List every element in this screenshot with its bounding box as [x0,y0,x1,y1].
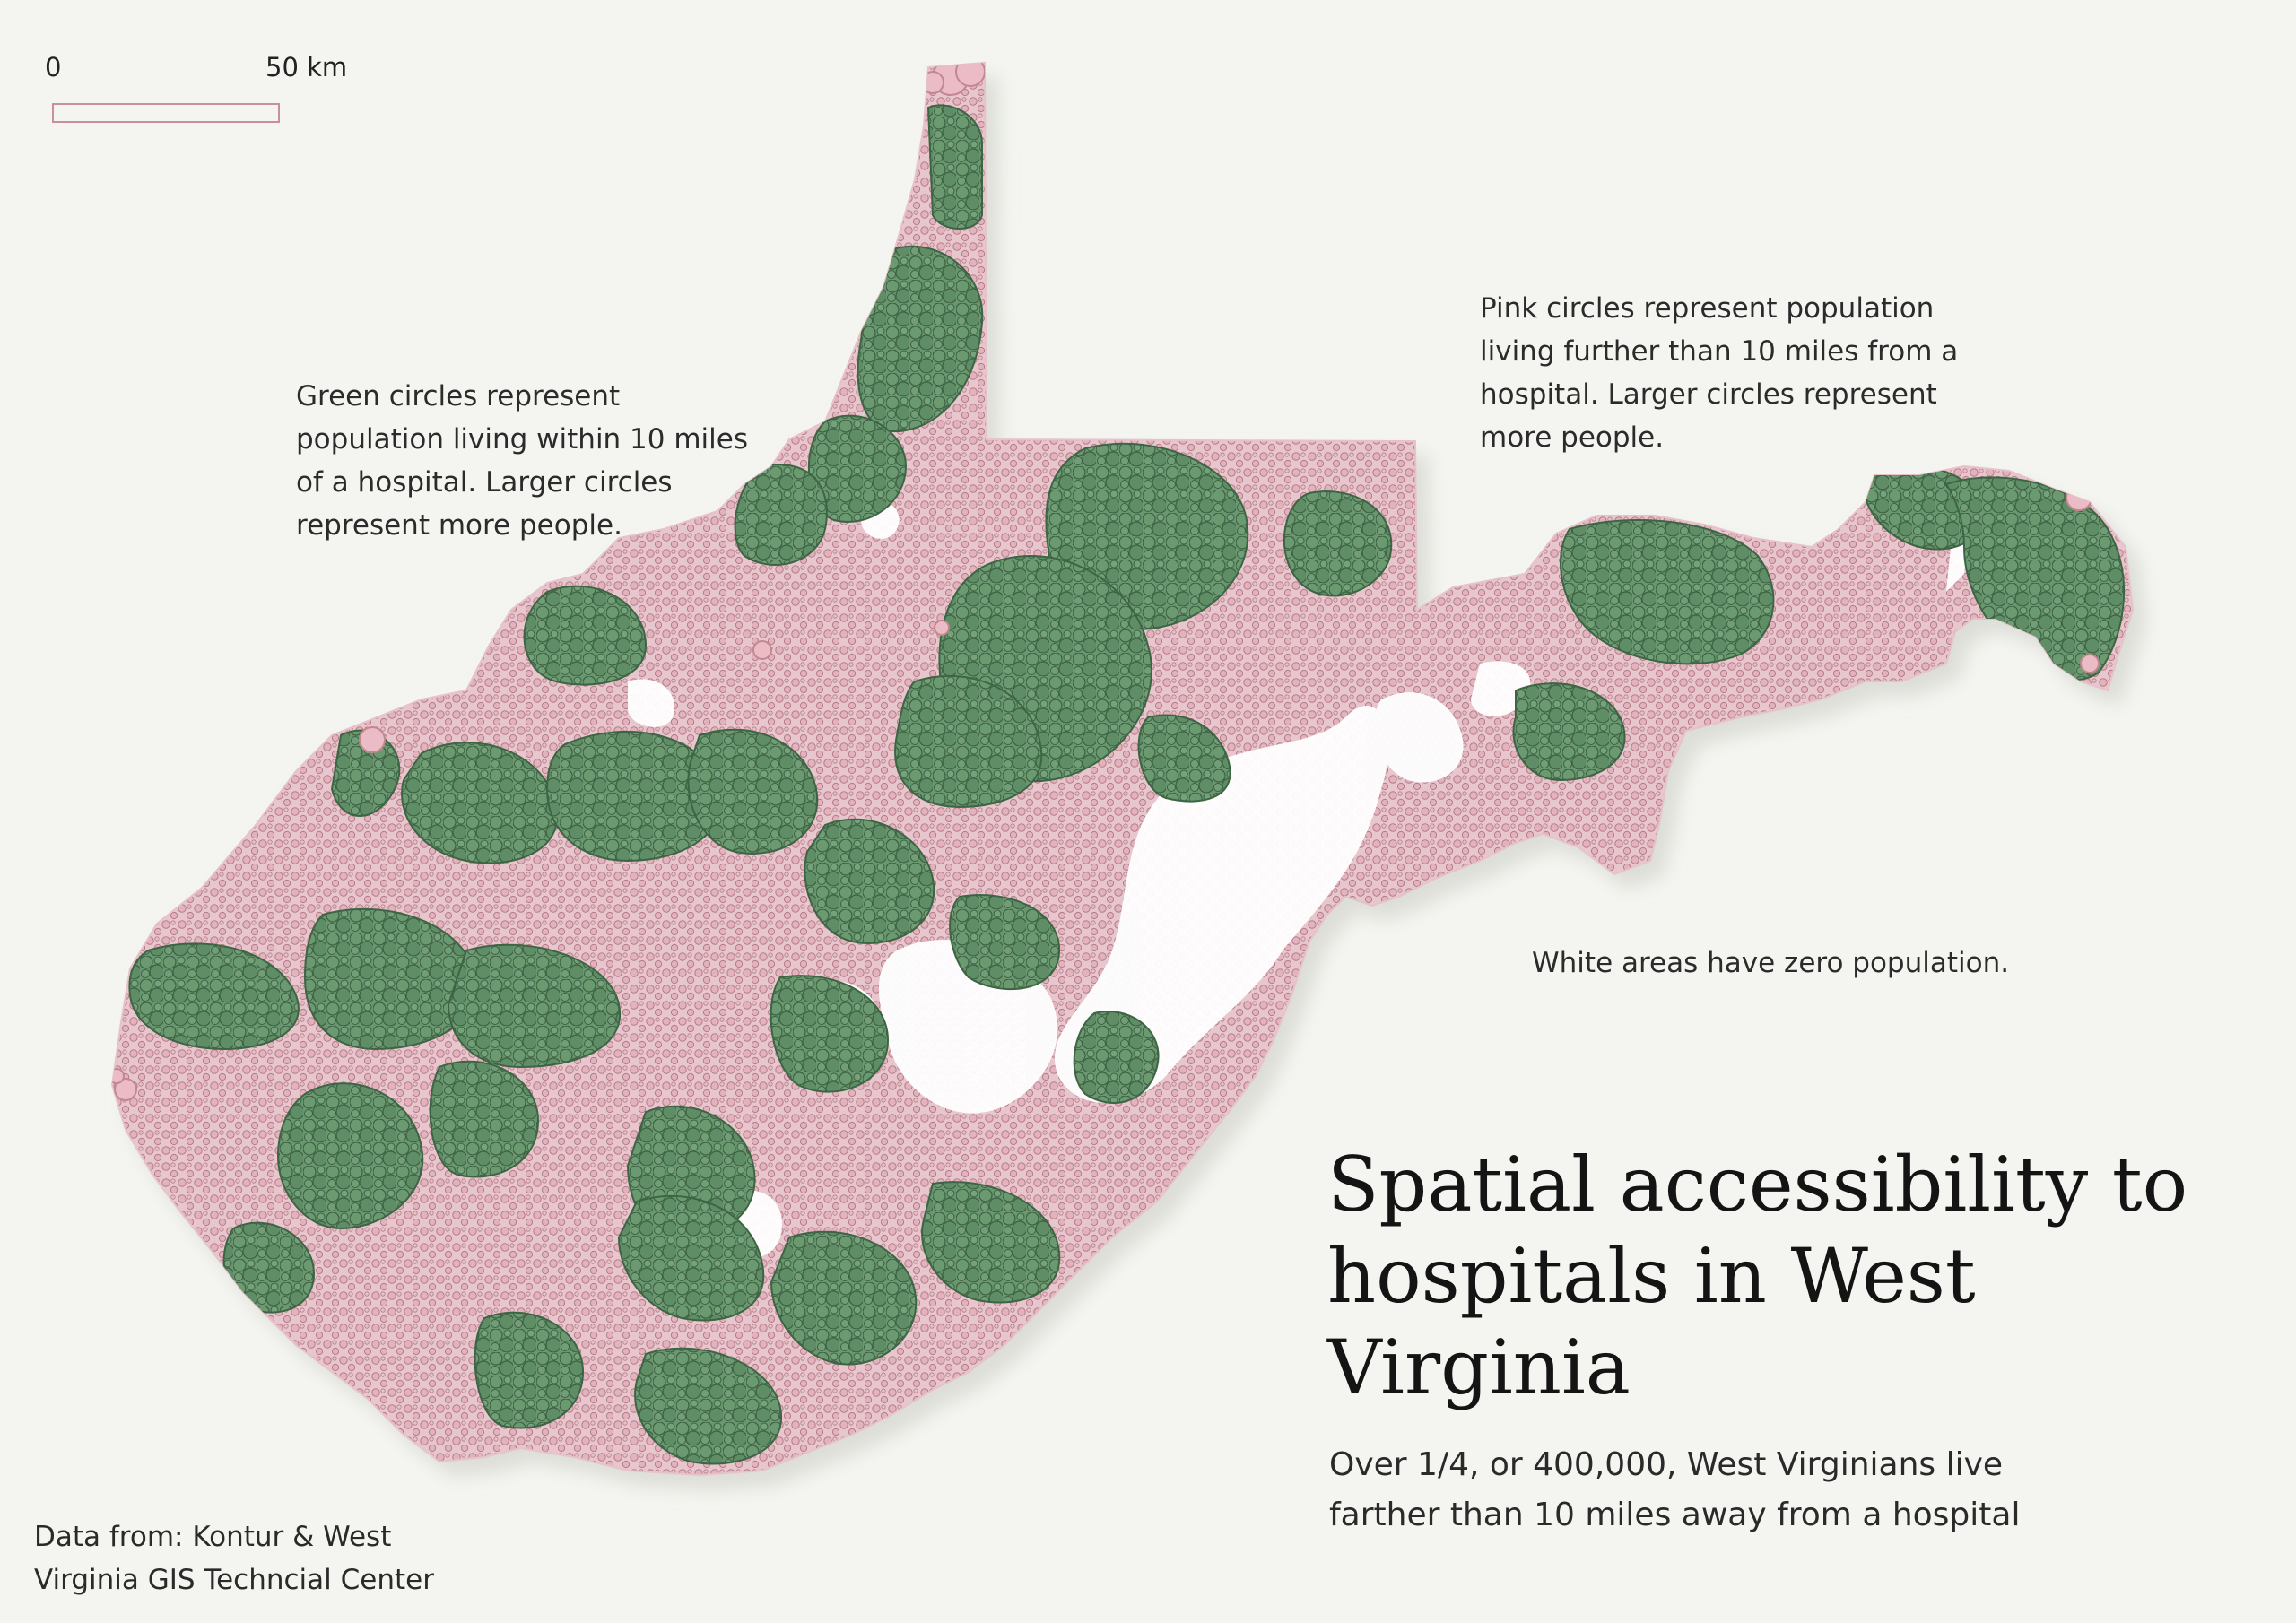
scale-bar [52,103,280,123]
page-title: Spatial accessibility to hospitals in We… [1327,1141,2188,1411]
pink-legend-note: Pink circles represent population living… [1480,292,1959,454]
scale-end-label: 50 km [265,52,348,82]
within-10-miles-clusters [128,104,2126,1465]
green-legend-note: Green circles represent population livin… [296,380,749,542]
white-legend-note: White areas have zero population. [1532,947,2010,979]
page-subtitle: Over 1/4, or 400,000, West Virginians li… [1329,1446,2021,1533]
data-credit: Data from: Kontur & West Virginia GIS Te… [34,1521,434,1596]
scale-start-label: 0 [45,52,62,82]
